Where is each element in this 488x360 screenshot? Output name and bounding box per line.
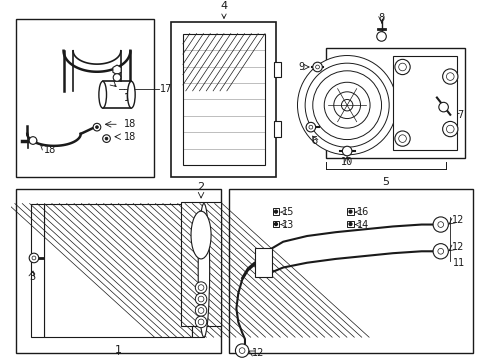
Text: 1: 1: [114, 345, 121, 355]
Text: 10: 10: [340, 157, 352, 167]
Text: 12: 12: [251, 347, 264, 357]
Circle shape: [438, 102, 447, 112]
Circle shape: [274, 210, 277, 213]
Circle shape: [442, 69, 457, 84]
Circle shape: [95, 126, 98, 129]
Text: 8: 8: [378, 13, 384, 23]
Bar: [192, 203, 203, 337]
Circle shape: [195, 305, 206, 316]
Circle shape: [376, 32, 386, 41]
Text: 5: 5: [381, 177, 388, 187]
Circle shape: [437, 248, 443, 254]
Circle shape: [198, 308, 203, 313]
Circle shape: [198, 319, 203, 325]
Circle shape: [432, 217, 447, 232]
Text: 12: 12: [451, 242, 464, 252]
Text: 18: 18: [123, 119, 136, 129]
Text: 17: 17: [160, 84, 172, 94]
Circle shape: [398, 63, 406, 71]
Circle shape: [341, 99, 352, 111]
Bar: [171, 22, 276, 177]
Circle shape: [442, 121, 457, 137]
Circle shape: [394, 59, 409, 75]
Circle shape: [32, 256, 36, 260]
Circle shape: [432, 244, 447, 259]
Circle shape: [446, 73, 453, 80]
Circle shape: [305, 122, 315, 132]
Text: 14: 14: [356, 220, 368, 230]
Circle shape: [198, 296, 203, 302]
Bar: [16, 189, 221, 354]
Text: 18: 18: [123, 132, 136, 142]
Text: 9: 9: [298, 62, 304, 72]
Text: 2: 2: [197, 182, 204, 192]
Ellipse shape: [191, 211, 211, 259]
Text: 3: 3: [29, 272, 35, 282]
Circle shape: [348, 210, 351, 213]
Bar: [273, 121, 281, 137]
Text: 6: 6: [311, 136, 317, 147]
Bar: [31, 203, 44, 337]
Circle shape: [93, 123, 101, 131]
Text: 18: 18: [123, 94, 136, 103]
Bar: [325, 48, 464, 158]
Circle shape: [308, 125, 312, 129]
Circle shape: [315, 65, 319, 69]
Circle shape: [342, 146, 351, 156]
Circle shape: [312, 62, 322, 72]
Circle shape: [437, 222, 443, 228]
Circle shape: [29, 253, 39, 263]
Bar: [346, 221, 353, 228]
Ellipse shape: [99, 81, 106, 108]
Bar: [272, 221, 279, 228]
Circle shape: [274, 222, 277, 225]
Bar: [346, 208, 353, 215]
Circle shape: [333, 92, 360, 118]
Circle shape: [198, 285, 203, 291]
Ellipse shape: [127, 81, 135, 108]
Bar: [272, 208, 279, 215]
Circle shape: [312, 71, 381, 140]
Circle shape: [297, 55, 396, 155]
Text: 13: 13: [282, 220, 294, 230]
Bar: [273, 62, 281, 77]
Circle shape: [348, 222, 351, 225]
Circle shape: [394, 131, 409, 146]
Bar: [181, 202, 221, 326]
Circle shape: [113, 74, 121, 81]
Bar: [228, 189, 472, 354]
Bar: [183, 33, 264, 165]
Circle shape: [305, 63, 388, 147]
Text: 16: 16: [356, 207, 368, 217]
Circle shape: [195, 316, 206, 328]
Circle shape: [105, 137, 108, 140]
Circle shape: [195, 293, 206, 305]
Text: 4: 4: [220, 1, 227, 18]
Text: 12: 12: [451, 215, 464, 225]
Circle shape: [239, 348, 244, 354]
Circle shape: [102, 135, 110, 143]
Circle shape: [29, 137, 37, 144]
Circle shape: [398, 135, 406, 143]
Bar: [254, 248, 271, 277]
Bar: [392, 55, 456, 150]
Circle shape: [195, 282, 206, 293]
Circle shape: [235, 344, 248, 357]
Text: 7: 7: [456, 110, 462, 120]
Text: 18: 18: [44, 145, 57, 155]
Text: 11: 11: [452, 258, 465, 268]
Bar: [44, 203, 192, 337]
Bar: [16, 19, 154, 177]
Text: 15: 15: [282, 207, 294, 217]
Circle shape: [324, 82, 369, 128]
Ellipse shape: [198, 203, 209, 337]
Circle shape: [446, 125, 453, 133]
